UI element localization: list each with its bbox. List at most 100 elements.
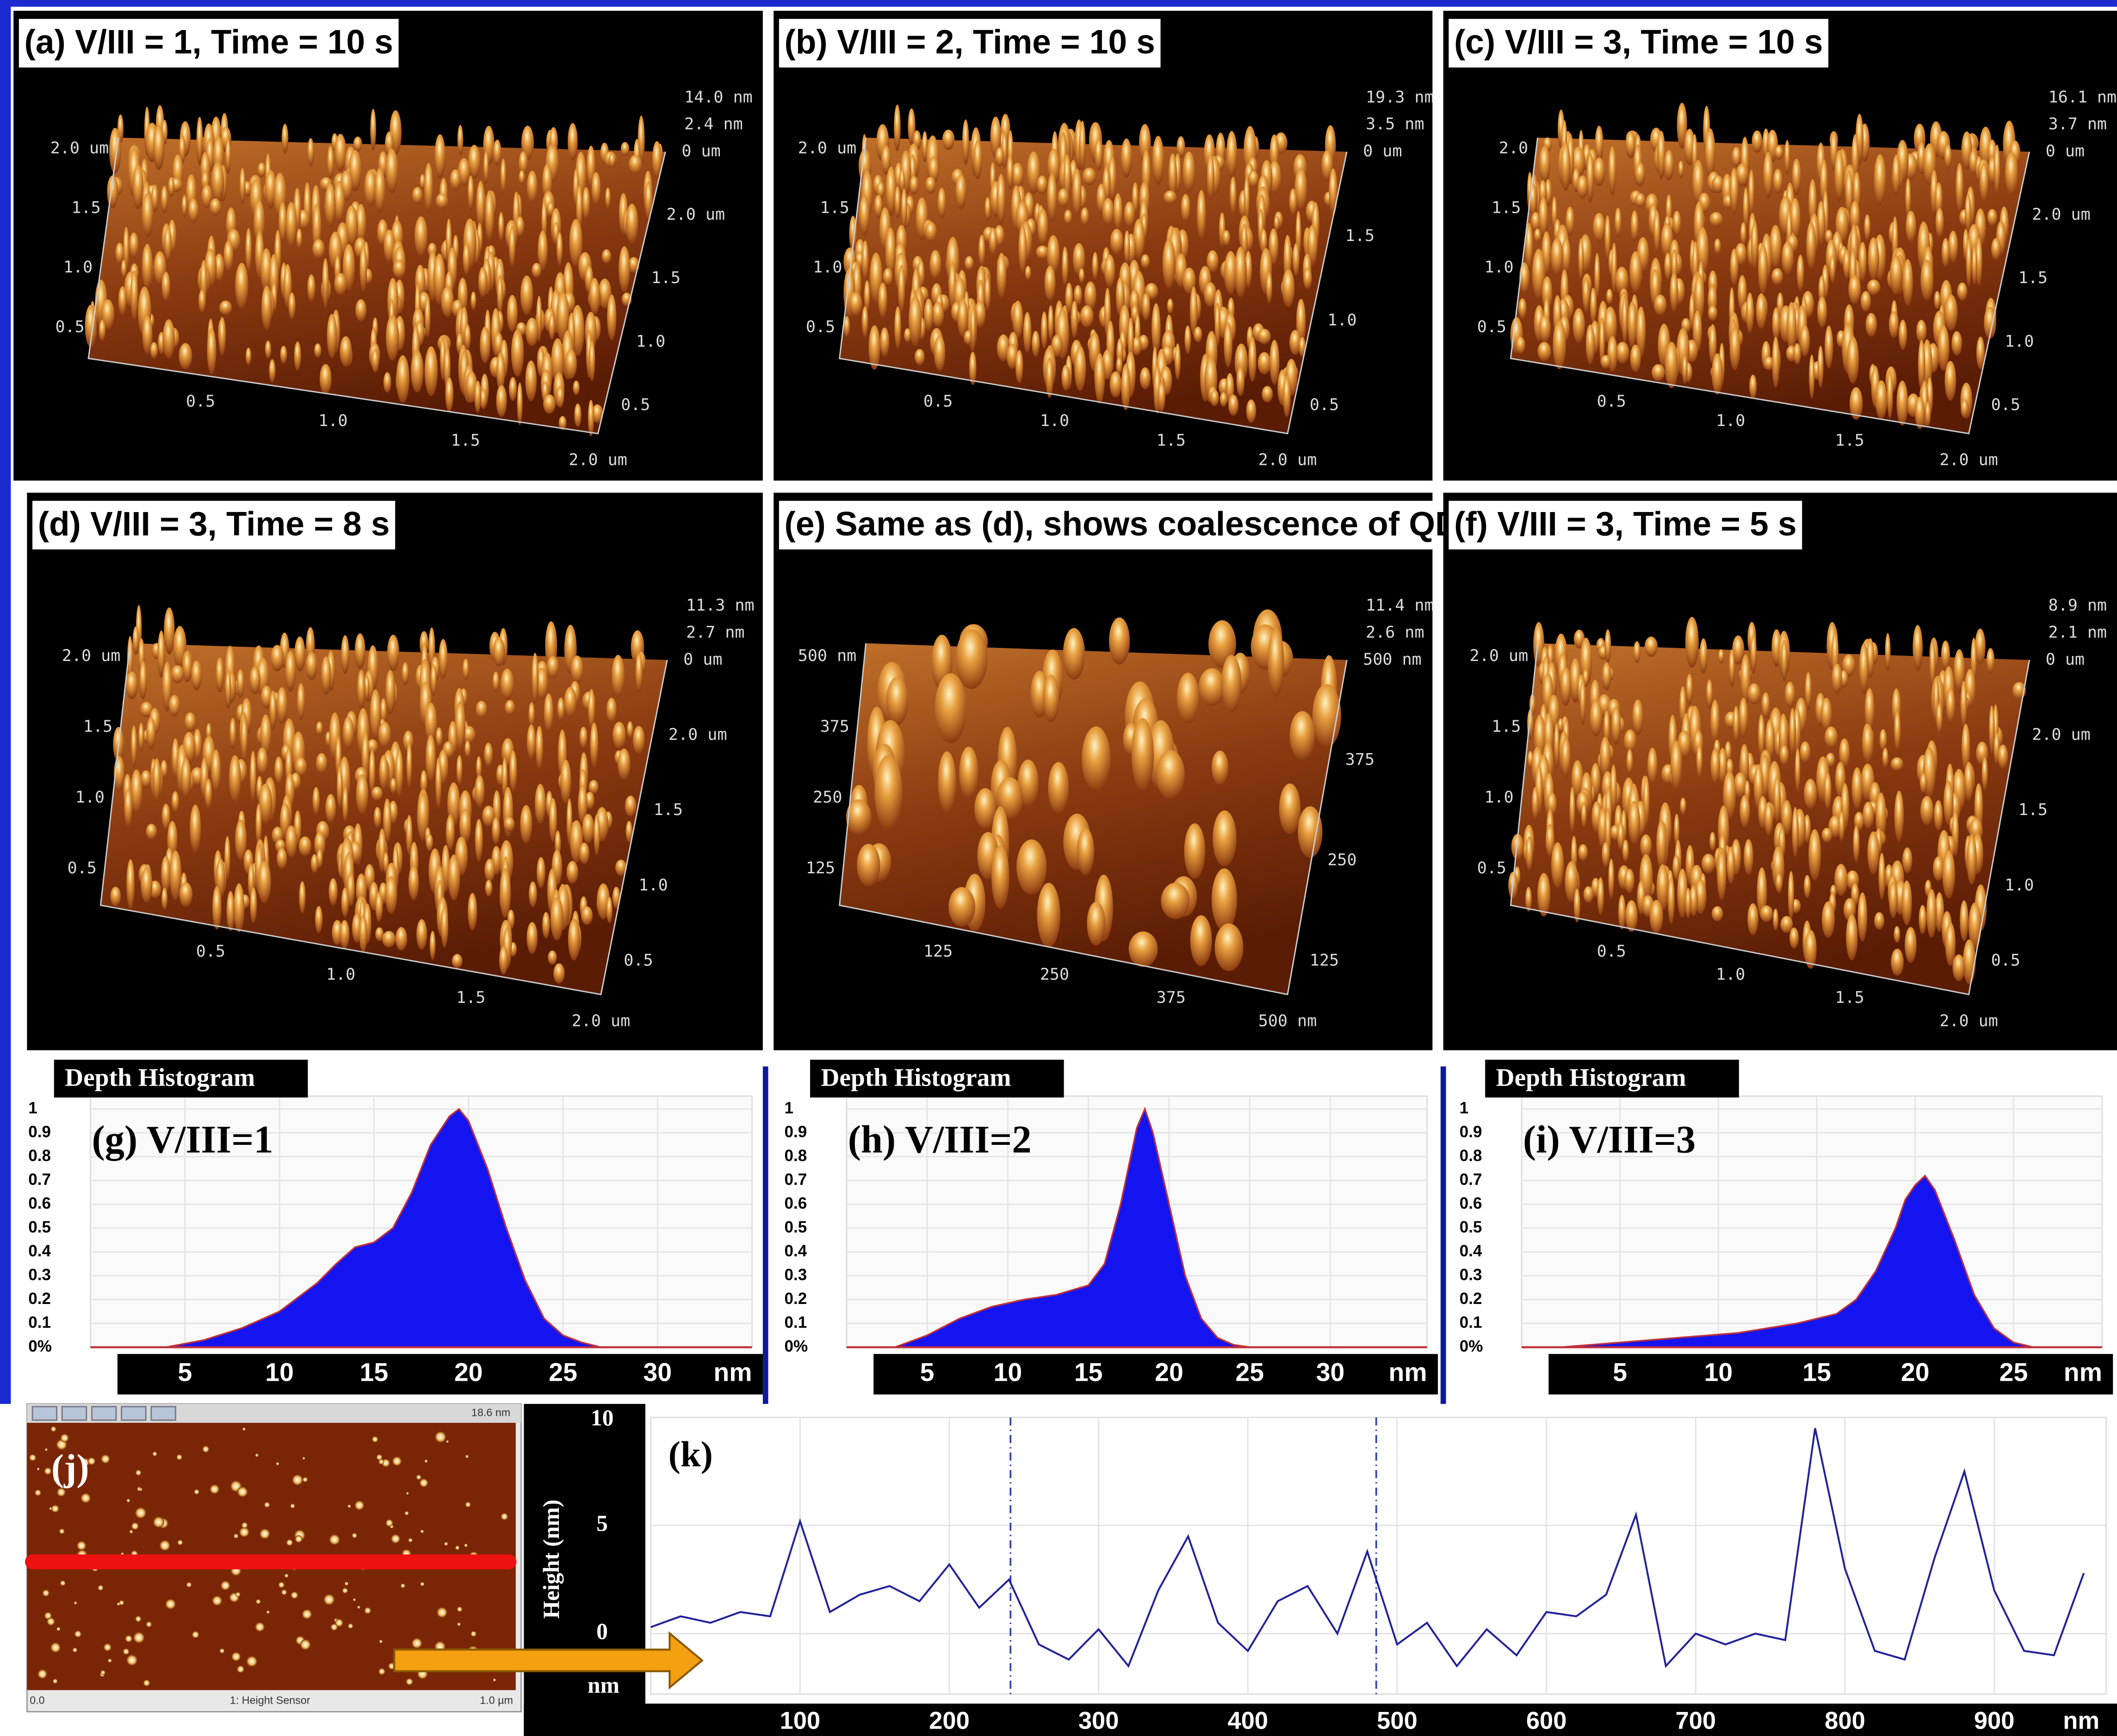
afm-peak bbox=[276, 687, 288, 724]
x-tick-label: 20 bbox=[1901, 1358, 1930, 1387]
afm-peak bbox=[1725, 741, 1732, 763]
histogram-header: Depth Histogram bbox=[821, 1063, 1011, 1091]
afm-peak bbox=[1860, 291, 1871, 312]
afm-title-box bbox=[1448, 500, 1802, 550]
afm-peak bbox=[153, 125, 165, 170]
afm-peak bbox=[1156, 750, 1185, 799]
y-tick-label: 1 bbox=[28, 1099, 37, 1117]
afm-axis-label: 0.5 bbox=[1991, 951, 2020, 970]
afm-peak bbox=[529, 881, 537, 908]
afm-peak bbox=[1773, 908, 1779, 931]
afm-peak bbox=[582, 187, 590, 220]
afm-peak bbox=[151, 184, 159, 212]
afm-peak bbox=[1804, 778, 1817, 809]
afm-peak bbox=[179, 882, 193, 907]
afm-peak bbox=[542, 912, 550, 939]
x-tick-label: 25 bbox=[1999, 1358, 2028, 1387]
afm-z-label: 16.1 nm bbox=[2049, 87, 2117, 106]
quantum-dot bbox=[276, 1462, 279, 1465]
afm-peak bbox=[618, 748, 631, 780]
afm-peak bbox=[1772, 336, 1780, 388]
afm-axis-label: 0.5 bbox=[1597, 392, 1626, 411]
afm-peak bbox=[162, 319, 175, 359]
afm-peak bbox=[1901, 880, 1912, 926]
x-tick-label: 20 bbox=[1155, 1358, 1183, 1387]
afm-peak bbox=[1652, 364, 1665, 381]
afm-peak bbox=[1630, 344, 1641, 372]
afm-peak bbox=[468, 893, 477, 931]
afm-peak bbox=[1882, 748, 1888, 768]
afm-axis-label: 2.0 um bbox=[798, 138, 856, 157]
x-tick-label: 300 bbox=[1078, 1707, 1119, 1735]
afm-peak bbox=[1657, 130, 1665, 180]
afm-peak bbox=[1061, 364, 1071, 391]
afm-peak bbox=[1282, 269, 1295, 308]
afm-peak bbox=[1632, 699, 1643, 735]
afm-peak bbox=[1730, 248, 1739, 285]
afm-peak bbox=[334, 272, 347, 295]
histogram-title: (i) V/III=3 bbox=[1523, 1118, 1696, 1161]
y-unit: nm bbox=[588, 1672, 619, 1698]
quantum-dot bbox=[126, 1655, 138, 1666]
afm-peak bbox=[1967, 834, 1977, 885]
afm-z-label: 11.3 nm bbox=[686, 596, 755, 615]
afm-peak bbox=[482, 805, 495, 827]
afm-peak bbox=[1640, 834, 1652, 858]
afm-peak bbox=[1863, 802, 1874, 828]
afm-peak bbox=[588, 340, 595, 382]
afm-peak bbox=[1824, 726, 1838, 748]
afm-peak bbox=[1131, 718, 1154, 792]
afm-peak bbox=[585, 791, 595, 809]
quantum-dot bbox=[335, 1619, 343, 1627]
afm-peak bbox=[1792, 807, 1799, 858]
afm-peak bbox=[1718, 649, 1724, 664]
afm-peak bbox=[316, 721, 323, 735]
afm-peak bbox=[978, 235, 985, 266]
x-tick-label: 5 bbox=[920, 1358, 935, 1387]
afm-peak bbox=[1956, 163, 1964, 213]
afm-peak bbox=[385, 148, 398, 193]
afm-peak bbox=[849, 292, 862, 316]
quantum-dot bbox=[135, 1470, 142, 1476]
afm-peak bbox=[435, 727, 443, 747]
afm-peak bbox=[1197, 190, 1206, 241]
afm-peak bbox=[1962, 723, 1970, 772]
afm-peak bbox=[1891, 757, 1903, 771]
afm-peak bbox=[380, 698, 387, 724]
afm-peak bbox=[1710, 748, 1720, 784]
afm-peak bbox=[1551, 238, 1563, 276]
quantum-dot bbox=[300, 1639, 311, 1650]
afm-peak bbox=[1733, 772, 1747, 798]
afm-peak bbox=[1933, 856, 1944, 881]
afm-peak bbox=[1604, 629, 1611, 663]
afm-peak bbox=[257, 861, 271, 903]
afm-peak bbox=[576, 185, 583, 231]
afm-peak bbox=[1961, 399, 1969, 418]
afm-peak bbox=[628, 257, 639, 273]
y-tick-label: 0.9 bbox=[1460, 1123, 1482, 1141]
afm-peak bbox=[1531, 212, 1541, 232]
afm-peak bbox=[1899, 320, 1907, 350]
quantum-dot bbox=[241, 1522, 248, 1529]
afm-peak bbox=[1806, 222, 1816, 270]
afm-peak bbox=[1072, 168, 1082, 217]
afm-peak bbox=[1966, 238, 1972, 287]
afm-peak bbox=[914, 349, 925, 365]
afm-peak bbox=[406, 742, 412, 789]
quantum-dot bbox=[281, 1589, 287, 1595]
afm-axis-label: 375 bbox=[1345, 750, 1374, 769]
afm-peak bbox=[1915, 396, 1925, 429]
afm-title-box bbox=[779, 500, 1484, 550]
header-box bbox=[810, 1059, 1064, 1098]
afm-peak bbox=[1104, 254, 1115, 288]
afm-peak bbox=[1885, 633, 1891, 671]
afm-peak bbox=[525, 360, 537, 402]
afm-peak bbox=[1944, 780, 1954, 825]
afm-axis-label: 1.0 bbox=[1716, 965, 1745, 984]
afm-axis-label: 1.0 bbox=[1484, 788, 1513, 807]
afm-peak bbox=[1048, 762, 1069, 814]
afm-peak bbox=[1653, 294, 1667, 315]
afm-axis-label: 1.0 bbox=[1040, 411, 1069, 430]
afm-peak bbox=[548, 313, 555, 340]
